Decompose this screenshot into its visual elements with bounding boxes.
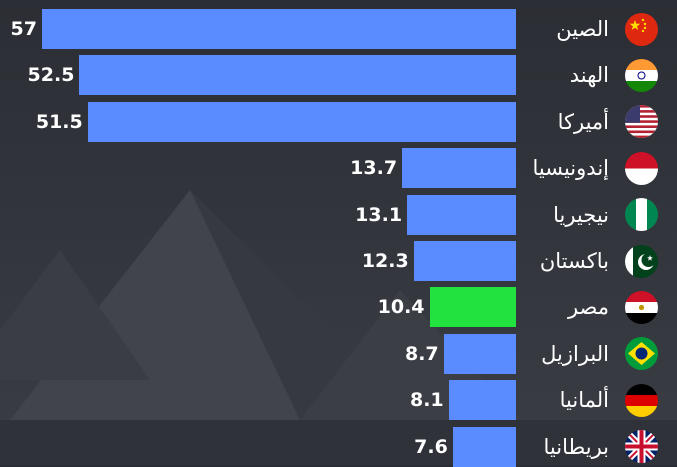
- egypt-flag-icon: [625, 290, 658, 324]
- country-label-9: بريطانيا: [543, 434, 609, 459]
- bar-4: [407, 194, 516, 235]
- value-label-1: 52.5: [27, 64, 75, 87]
- value-label-7: 8.7: [404, 342, 439, 365]
- country-label-4: نيجيريا: [553, 202, 609, 227]
- nigeria-flag-icon: [625, 198, 658, 232]
- india-flag-icon: [625, 58, 658, 92]
- value-label-4: 13.1: [355, 203, 403, 226]
- germany-flag-icon: [625, 383, 658, 417]
- bar-5: [413, 241, 516, 281]
- china-flag-icon: [625, 12, 658, 46]
- country-label-5: باكستان: [539, 249, 609, 273]
- country-label-8: ألمانيا: [559, 388, 609, 413]
- uk-flag-icon: [625, 430, 658, 464]
- country-label-7: البرازيل: [541, 341, 609, 366]
- usa-flag-icon: [625, 105, 658, 139]
- value-label-9: 7.6: [414, 435, 448, 458]
- value-label-6: 10.4: [377, 296, 425, 319]
- country-label-0: الصين: [556, 17, 609, 41]
- bar-6: [429, 287, 516, 328]
- bar-1: [79, 55, 516, 96]
- value-label-2: 51.5: [35, 110, 83, 133]
- bar-2: [87, 101, 516, 142]
- value-label-5: 12.3: [361, 250, 409, 272]
- bar-7: [443, 333, 516, 374]
- country-label-2: أميركا: [557, 109, 609, 134]
- bar-3: [402, 148, 516, 189]
- country-label-3: إندونيسيا: [532, 156, 610, 181]
- bar-8: [448, 380, 516, 421]
- country-label-6: مصر: [567, 295, 609, 320]
- country-label-1: الهند: [569, 63, 609, 88]
- value-label-3: 13.7: [350, 157, 398, 180]
- value-label-8: 8.1: [409, 389, 444, 412]
- pyramid-left: [0, 250, 150, 380]
- brazil-flag-icon: [625, 337, 658, 371]
- indonesia-flag-icon: [625, 151, 658, 185]
- bar-9: [452, 426, 516, 467]
- bar-0: [42, 9, 516, 49]
- pakistan-flag-icon: [625, 244, 658, 278]
- value-label-0: 57: [10, 18, 37, 40]
